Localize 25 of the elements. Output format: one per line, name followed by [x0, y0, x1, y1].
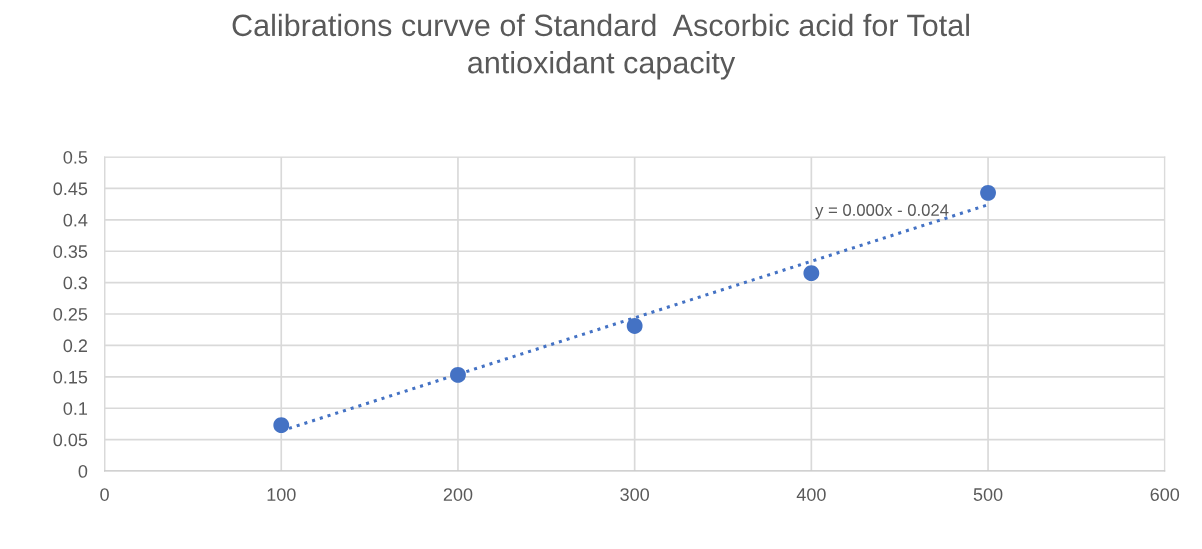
y-tick-label: 0.3 [63, 276, 88, 290]
y-tick-label: 0.15 [53, 370, 88, 384]
point [980, 184, 996, 201]
y-tick-label: 0.2 [63, 339, 87, 353]
annotation: y = 0.000x - 0.024 [815, 204, 949, 220]
x-tick-label: 100 [267, 488, 296, 501]
y-tick-label: 0.45 [53, 182, 88, 196]
y-tick-label: 0.05 [53, 433, 88, 447]
point [450, 367, 466, 383]
y-tick-label: 0.35 [53, 245, 88, 258]
chart-title: Calibrations curvve of Standard Ascorbic acid for Total antioxidant capacity [232, 13, 969, 80]
x-tick-label: 600 [1150, 488, 1180, 501]
y-tick-label: 0.4 [63, 213, 88, 227]
y-tick-label: 0.25 [53, 307, 88, 321]
x-tick-label: 500 [973, 488, 1003, 501]
x-tick-label: 0 [100, 488, 109, 501]
point [626, 318, 643, 334]
y-tick-label: 0.5 [63, 150, 88, 164]
y-tick-label: 0.1 [63, 402, 88, 415]
point [273, 417, 290, 434]
x-tick-label: 200 [443, 488, 473, 501]
x-tick-label: 300 [620, 488, 650, 501]
point [803, 265, 820, 282]
y-tick-label: 0 [78, 464, 88, 478]
x-tick-label: 400 [796, 488, 826, 501]
